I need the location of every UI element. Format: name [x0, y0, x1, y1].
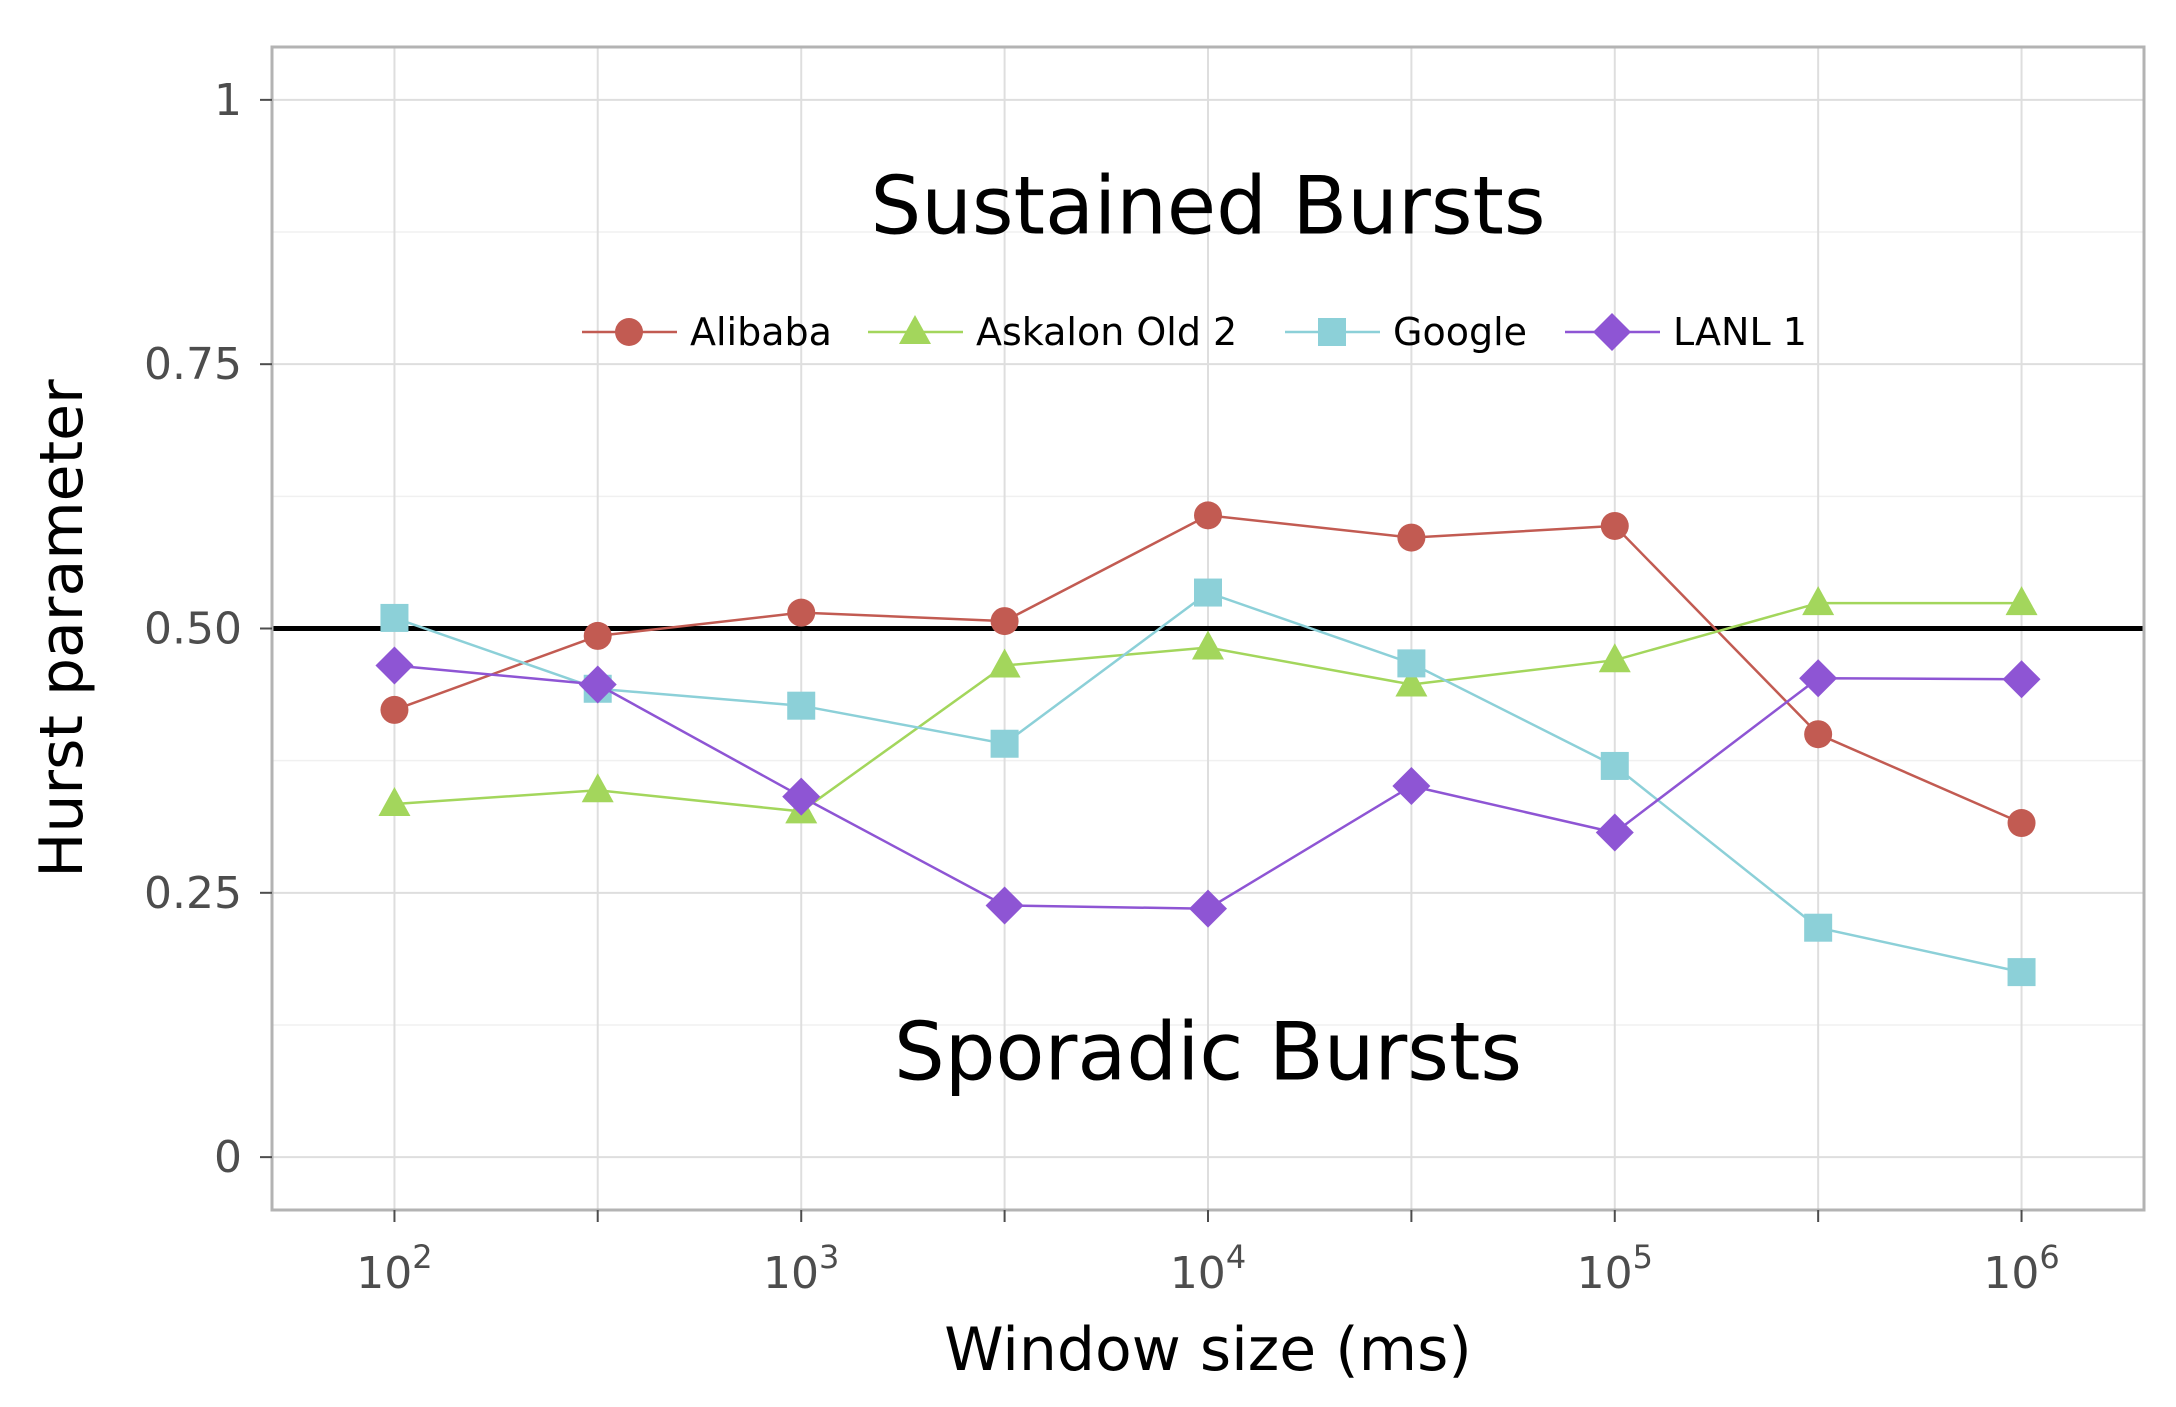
- x-tick-base: 10: [763, 1248, 819, 1299]
- data-point-askalon-old-2: [1802, 586, 1835, 616]
- y-tick-label: 0.25: [144, 868, 242, 919]
- x-tick-label: 102: [356, 1238, 432, 1299]
- x-tick-exponent: 6: [2039, 1238, 2059, 1276]
- y-tick-label: 0: [214, 1132, 242, 1183]
- legend-label: Google: [1393, 310, 1527, 354]
- data-point-lanl-1: [1595, 813, 1634, 852]
- data-point-lanl-1: [2002, 660, 2041, 699]
- legend-label: Askalon Old 2: [976, 310, 1237, 354]
- data-point-alibaba: [380, 695, 409, 724]
- annotation-label: Sustained Bursts: [870, 160, 1545, 253]
- data-point-lanl-1: [1189, 889, 1227, 928]
- legend-item-alibaba: Alibaba: [582, 310, 832, 354]
- x-tick-exponent: 3: [819, 1238, 839, 1276]
- legend-label: LANL 1: [1673, 310, 1807, 354]
- legend-label: Alibaba: [690, 310, 832, 354]
- annotations: Sustained Bursts Sporadic Bursts: [870, 160, 1545, 1099]
- series-lanl-1: [375, 646, 2041, 928]
- data-point-google: [1600, 751, 1629, 780]
- x-tick-base: 10: [1983, 1248, 2039, 1299]
- y-tick-label: 1: [214, 75, 242, 126]
- series-google: [380, 578, 2036, 987]
- series: [375, 501, 2041, 987]
- data-point-google: [990, 729, 1019, 758]
- y-axis-title: Hurst parameter: [27, 379, 97, 878]
- data-point-askalon-old-2: [1192, 630, 1224, 660]
- x-tick-label: 106: [1983, 1238, 2059, 1299]
- x-tick-base: 10: [1577, 1248, 1633, 1299]
- data-point-lanl-1: [1799, 659, 1838, 698]
- legend-item-askalon-old-2: Askalon Old 2: [868, 310, 1237, 354]
- data-point-alibaba: [1397, 523, 1426, 552]
- series-alibaba: [380, 501, 2036, 838]
- x-tick-label: 105: [1577, 1238, 1653, 1299]
- data-point-google: [787, 691, 816, 720]
- data-point-google: [380, 603, 409, 632]
- legend-key-marker: [615, 318, 643, 346]
- x-tick-label: 104: [1170, 1238, 1246, 1299]
- y-tick-label: 0.50: [144, 604, 242, 655]
- data-point-lanl-1: [1392, 767, 1431, 806]
- data-point-lanl-1: [578, 665, 617, 704]
- legend-key-marker: [899, 315, 931, 344]
- data-point-alibaba: [1804, 720, 1833, 749]
- data-point-askalon-old-2: [581, 773, 614, 803]
- data-point-askalon-old-2: [378, 787, 411, 817]
- legend-key-marker: [1318, 318, 1346, 346]
- x-tick-base: 10: [356, 1248, 412, 1299]
- data-point-google: [2007, 958, 2036, 987]
- data-point-alibaba: [990, 607, 1019, 636]
- data-point-lanl-1: [375, 646, 414, 685]
- series-askalon-old-2: [378, 586, 2038, 824]
- data-point-alibaba: [1194, 501, 1222, 530]
- legend: Alibaba Askalon Old 2 Google LANL 1: [582, 310, 1807, 354]
- x-tick-exponent: 2: [412, 1238, 432, 1276]
- x-tick-exponent: 4: [1226, 1238, 1246, 1276]
- legend-item-google: Google: [1285, 310, 1527, 354]
- data-point-alibaba: [2007, 809, 2036, 838]
- data-point-lanl-1: [782, 777, 821, 816]
- data-point-google: [1194, 578, 1222, 607]
- data-point-askalon-old-2: [2005, 586, 2038, 616]
- data-point-askalon-old-2: [1395, 667, 1428, 697]
- data-point-google: [1397, 649, 1426, 678]
- y-tick-label: 0.75: [144, 339, 242, 390]
- data-point-askalon-old-2: [988, 648, 1021, 678]
- data-point-alibaba: [787, 598, 816, 627]
- data-point-alibaba: [583, 621, 612, 650]
- data-point-lanl-1: [985, 886, 1024, 925]
- data-point-google: [1804, 913, 1833, 942]
- annotation-label: Sporadic Bursts: [894, 1005, 1522, 1098]
- x-axis-title: Window size (ms): [944, 1315, 1472, 1385]
- x-tick-label: 103: [763, 1238, 839, 1299]
- x-tick-base: 10: [1170, 1248, 1226, 1299]
- legend-item-lanl-1: LANL 1: [1565, 310, 1807, 354]
- legend-key-marker: [1593, 313, 1631, 351]
- data-point-alibaba: [1600, 511, 1629, 540]
- data-point-askalon-old-2: [1598, 643, 1631, 673]
- x-tick-exponent: 5: [1633, 1238, 1653, 1276]
